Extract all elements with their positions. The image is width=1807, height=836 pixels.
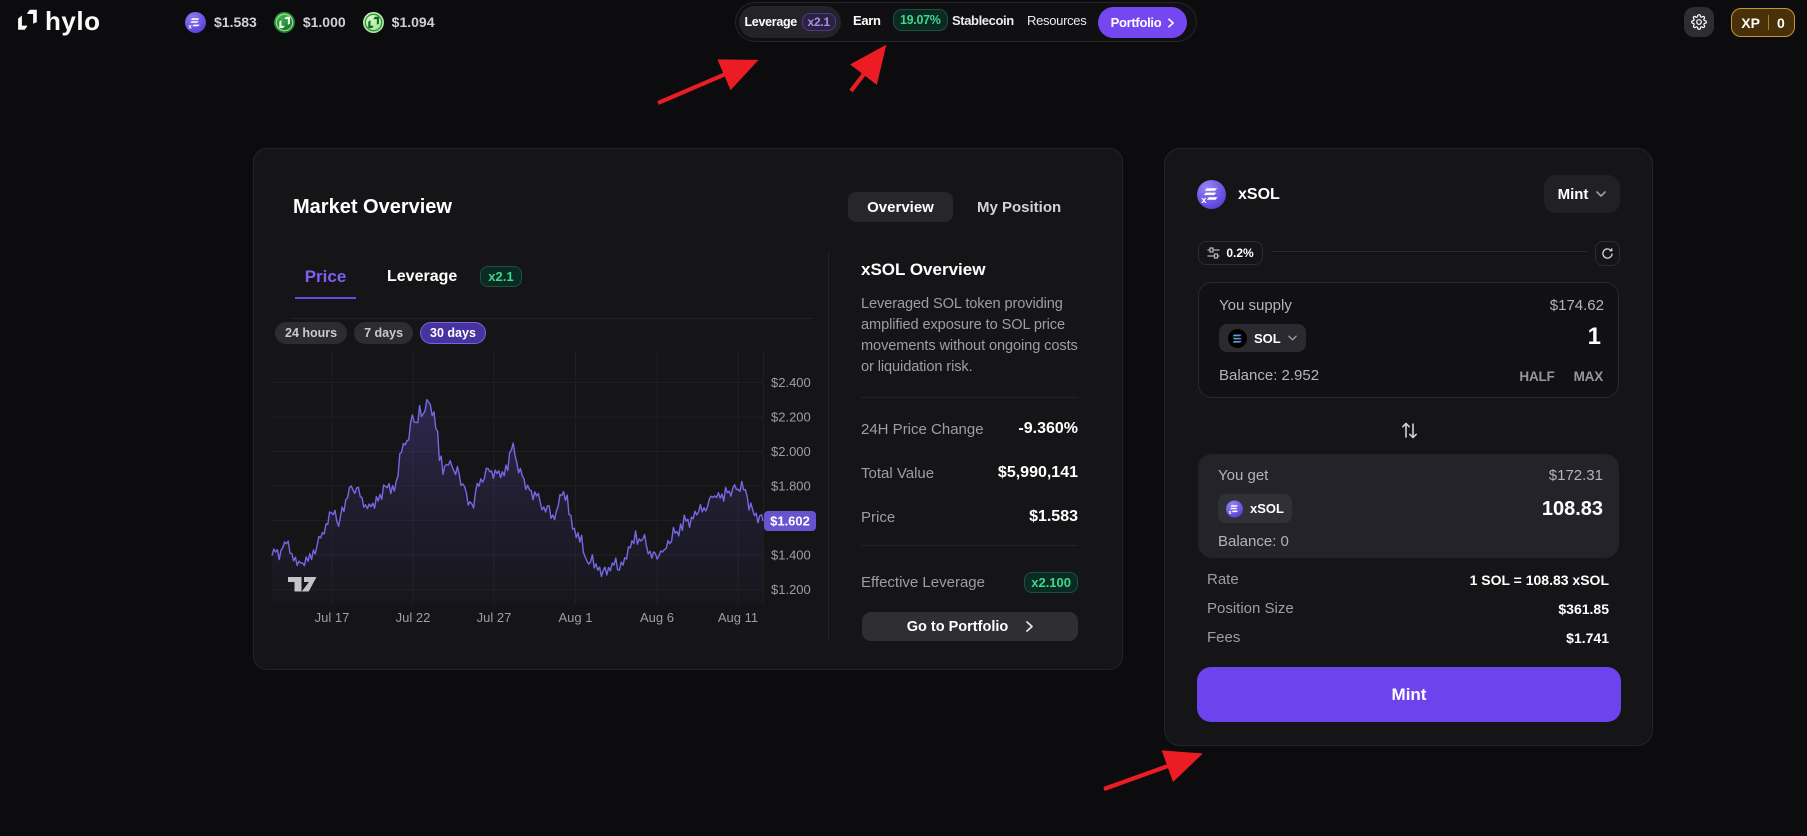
svg-text:Jul 17: Jul 17	[315, 610, 350, 625]
svg-text:$1.602: $1.602	[770, 514, 810, 529]
svg-text:Jul 22: Jul 22	[396, 610, 431, 625]
svg-text:x: x	[188, 23, 192, 30]
svg-text:$1.800: $1.800	[771, 479, 811, 494]
svg-text:Jul 27: Jul 27	[477, 610, 512, 625]
svg-text:$1.200: $1.200	[771, 582, 811, 597]
svg-text:x: x	[1228, 509, 1232, 515]
svg-text:$1.400: $1.400	[771, 548, 811, 563]
svg-text:hylo: hylo	[45, 8, 100, 36]
svg-text:$2.400: $2.400	[771, 375, 811, 390]
svg-text:Aug 1: Aug 1	[559, 610, 593, 625]
svg-text:Aug 6: Aug 6	[640, 610, 674, 625]
svg-text:$2.000: $2.000	[771, 444, 811, 459]
svg-text:$2.200: $2.200	[771, 410, 811, 425]
svg-text:x: x	[1201, 194, 1207, 205]
svg-text:Aug 11: Aug 11	[718, 610, 758, 625]
